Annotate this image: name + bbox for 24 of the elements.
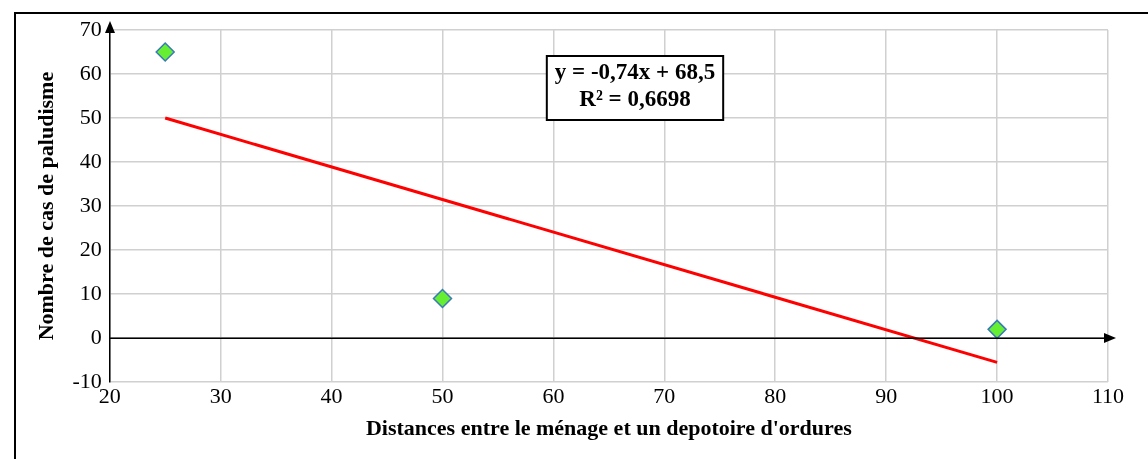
x-axis-title: Distances entre le ménage et un depotoire d'ordures: [365, 415, 853, 441]
annotation: R² = 0,6698: [579, 86, 691, 112]
point: [987, 319, 1007, 340]
x-tick-label: 70: [653, 383, 676, 409]
x-tick-label: 100: [980, 383, 1014, 409]
x-tick-label: 110: [1091, 383, 1125, 409]
x-tick-label: 80: [764, 383, 787, 409]
y-tick-label: 20: [79, 235, 102, 261]
x-tick-label: 50: [431, 383, 454, 409]
x-tick-label: 30: [209, 383, 232, 409]
y-axis-title: Nombre de cas de paludisme: [32, 71, 58, 341]
y-tick-label: 70: [79, 15, 102, 41]
point: [155, 42, 175, 62]
y-tick-label: 40: [79, 147, 102, 173]
y-tick-label: 0: [90, 323, 102, 349]
annotation: y = -0,74x + 68,5: [554, 59, 716, 85]
x-tick-label: 90: [875, 383, 898, 409]
y-tick-label: 30: [79, 191, 102, 217]
point: [432, 288, 453, 309]
x-tick-label: 60: [542, 383, 565, 409]
y-tick-label: 10: [79, 279, 102, 305]
x-tick-label: 40: [320, 383, 343, 409]
y-tick-label: 50: [79, 103, 102, 129]
y-tick-label: 60: [79, 59, 102, 85]
